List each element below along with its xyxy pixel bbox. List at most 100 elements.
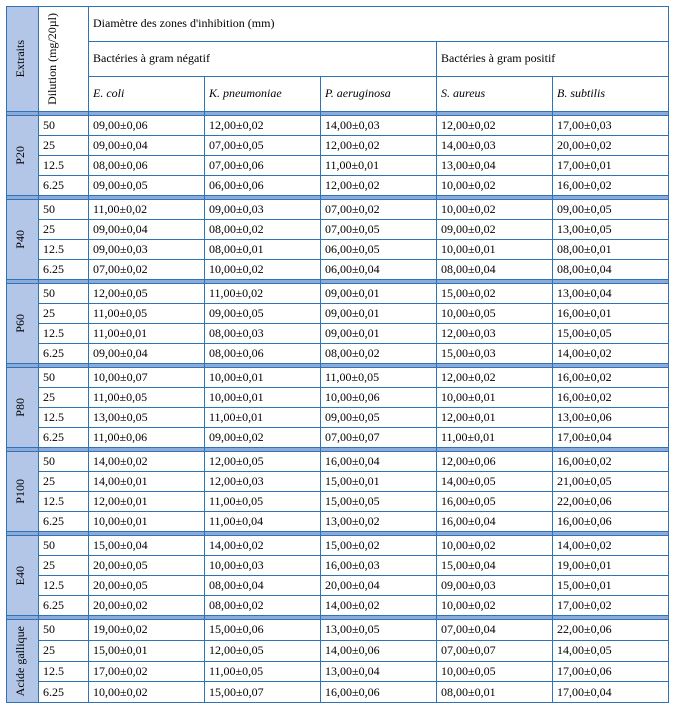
measurement-cell: 17,00±0,02 [89, 661, 205, 682]
measurement-cell: 15,00±0,06 [205, 619, 321, 640]
measurement-cell: 10,00±0,01 [205, 387, 321, 407]
dilution-value: 50 [39, 199, 89, 219]
measurement-cell: 10,00±0,02 [437, 535, 553, 555]
measurement-cell: 09,00±0,06 [89, 115, 205, 135]
measurement-cell: 17,00±0,02 [553, 595, 669, 615]
measurement-cell: 09,00±0,03 [89, 239, 205, 259]
measurement-cell: 15,00±0,03 [437, 343, 553, 363]
measurement-cell: 09,00±0,04 [89, 219, 205, 239]
extract-label: P100 [7, 451, 39, 531]
table-row: 12.517,00±0,0211,00±0,0513,00±0,0410,00±… [7, 661, 669, 682]
table-row: 2515,00±0,0112,00±0,0514,00±0,0607,00±0,… [7, 640, 669, 661]
measurement-cell: 12,00±0,02 [321, 175, 437, 195]
table-row: 2520,00±0,0510,00±0,0316,00±0,0315,00±0,… [7, 555, 669, 575]
measurement-cell: 14,00±0,02 [321, 595, 437, 615]
measurement-cell: 13,00±0,02 [321, 511, 437, 531]
measurement-cell: 10,00±0,01 [437, 387, 553, 407]
measurement-cell: 14,00±0,05 [553, 640, 669, 661]
dilution-value: 25 [39, 387, 89, 407]
dilution-value: 25 [39, 640, 89, 661]
dilution-value: 12.5 [39, 239, 89, 259]
dilution-value: 25 [39, 219, 89, 239]
measurement-cell: 11,00±0,01 [89, 323, 205, 343]
extract-label: P20 [7, 115, 39, 195]
measurement-cell: 20,00±0,05 [89, 575, 205, 595]
measurement-cell: 13,00±0,04 [553, 283, 669, 303]
measurement-cell: 09,00±0,05 [205, 303, 321, 323]
table-row: 12.509,00±0,0308,00±0,0106,00±0,0510,00±… [7, 239, 669, 259]
dilution-value: 25 [39, 555, 89, 575]
measurement-cell: 15,00±0,07 [205, 682, 321, 703]
measurement-cell: 08,00±0,01 [205, 239, 321, 259]
measurement-cell: 08,00±0,04 [205, 575, 321, 595]
measurement-cell: 15,00±0,05 [553, 323, 669, 343]
measurement-cell: 17,00±0,06 [553, 661, 669, 682]
measurement-cell: 15,00±0,01 [89, 640, 205, 661]
measurement-cell: 16,00±0,04 [437, 511, 553, 531]
measurement-cell: 07,00±0,02 [321, 199, 437, 219]
measurement-cell: 08,00±0,04 [553, 259, 669, 279]
measurement-cell: 13,00±0,05 [321, 619, 437, 640]
measurement-cell: 09,00±0,05 [89, 175, 205, 195]
measurement-cell: 11,00±0,05 [205, 491, 321, 511]
measurement-cell: 15,00±0,01 [321, 471, 437, 491]
dilution-value: 50 [39, 451, 89, 471]
measurement-cell: 11,00±0,06 [89, 427, 205, 447]
dilution-value: 25 [39, 135, 89, 155]
table-row: 2511,00±0,0509,00±0,0509,00±0,0110,00±0,… [7, 303, 669, 323]
dilution-value: 12.5 [39, 155, 89, 175]
measurement-cell: 16,00±0,04 [321, 451, 437, 471]
measurement-cell: 15,00±0,02 [437, 283, 553, 303]
extract-label: Acide gallique [7, 619, 39, 702]
measurement-cell: 08,00±0,02 [205, 595, 321, 615]
measurement-cell: 15,00±0,04 [89, 535, 205, 555]
measurement-cell: 12,00±0,02 [437, 115, 553, 135]
measurement-cell: 12,00±0,02 [437, 367, 553, 387]
table-row: 6.2511,00±0,0609,00±0,0207,00±0,0711,00±… [7, 427, 669, 447]
measurement-cell: 11,00±0,01 [205, 407, 321, 427]
dilution-value: 6.25 [39, 511, 89, 531]
measurement-cell: 12,00±0,05 [205, 451, 321, 471]
table-row: 2509,00±0,0408,00±0,0207,00±0,0509,00±0,… [7, 219, 669, 239]
measurement-cell: 12,00±0,06 [437, 451, 553, 471]
measurement-cell: 14,00±0,01 [89, 471, 205, 491]
measurement-cell: 20,00±0,02 [89, 595, 205, 615]
dilution-value: 50 [39, 535, 89, 555]
dilution-value: 6.25 [39, 427, 89, 447]
table-row: 12.513,00±0,0511,00±0,0109,00±0,0512,00±… [7, 407, 669, 427]
dilution-value: 6.25 [39, 343, 89, 363]
dilution-value: 12.5 [39, 661, 89, 682]
measurement-cell: 11,00±0,01 [437, 427, 553, 447]
table-row: 2511,00±0,0510,00±0,0110,00±0,0610,00±0,… [7, 387, 669, 407]
table-row: 6.2507,00±0,0210,00±0,0206,00±0,0408,00±… [7, 259, 669, 279]
table-row: 12.512,00±0,0111,00±0,0515,00±0,0516,00±… [7, 491, 669, 511]
col-bsubtilis: B. subtilis [553, 76, 669, 111]
dilution-value: 12.5 [39, 407, 89, 427]
dilution-value: 25 [39, 303, 89, 323]
measurement-cell: 06,00±0,04 [321, 259, 437, 279]
measurement-cell: 11,00±0,01 [321, 155, 437, 175]
measurement-cell: 14,00±0,02 [553, 343, 669, 363]
table-row: 12.520,00±0,0508,00±0,0420,00±0,0409,00±… [7, 575, 669, 595]
measurement-cell: 14,00±0,03 [321, 115, 437, 135]
extract-label: E40 [7, 535, 39, 615]
header-gram-positif: Bactéries à gram positif [437, 41, 669, 76]
table-row: Acide gallique5019,00±0,0215,00±0,0613,0… [7, 619, 669, 640]
measurement-cell: 20,00±0,05 [89, 555, 205, 575]
measurement-cell: 12,00±0,02 [321, 135, 437, 155]
measurement-cell: 19,00±0,01 [553, 555, 669, 575]
measurement-cell: 09,00±0,03 [205, 199, 321, 219]
table-row: P205009,00±0,0612,00±0,0214,00±0,0312,00… [7, 115, 669, 135]
measurement-cell: 17,00±0,01 [553, 155, 669, 175]
table-row: 6.2509,00±0,0506,00±0,0612,00±0,0210,00±… [7, 175, 669, 195]
measurement-cell: 10,00±0,06 [321, 387, 437, 407]
measurement-cell: 19,00±0,02 [89, 619, 205, 640]
table-row: P1005014,00±0,0212,00±0,0516,00±0,0412,0… [7, 451, 669, 471]
table-row: 12.508,00±0,0607,00±0,0611,00±0,0113,00±… [7, 155, 669, 175]
measurement-cell: 11,00±0,02 [89, 199, 205, 219]
measurement-cell: 21,00±0,05 [553, 471, 669, 491]
dilution-value: 6.25 [39, 175, 89, 195]
measurement-cell: 10,00±0,05 [437, 303, 553, 323]
measurement-cell: 20,00±0,02 [553, 135, 669, 155]
measurement-cell: 15,00±0,01 [553, 575, 669, 595]
